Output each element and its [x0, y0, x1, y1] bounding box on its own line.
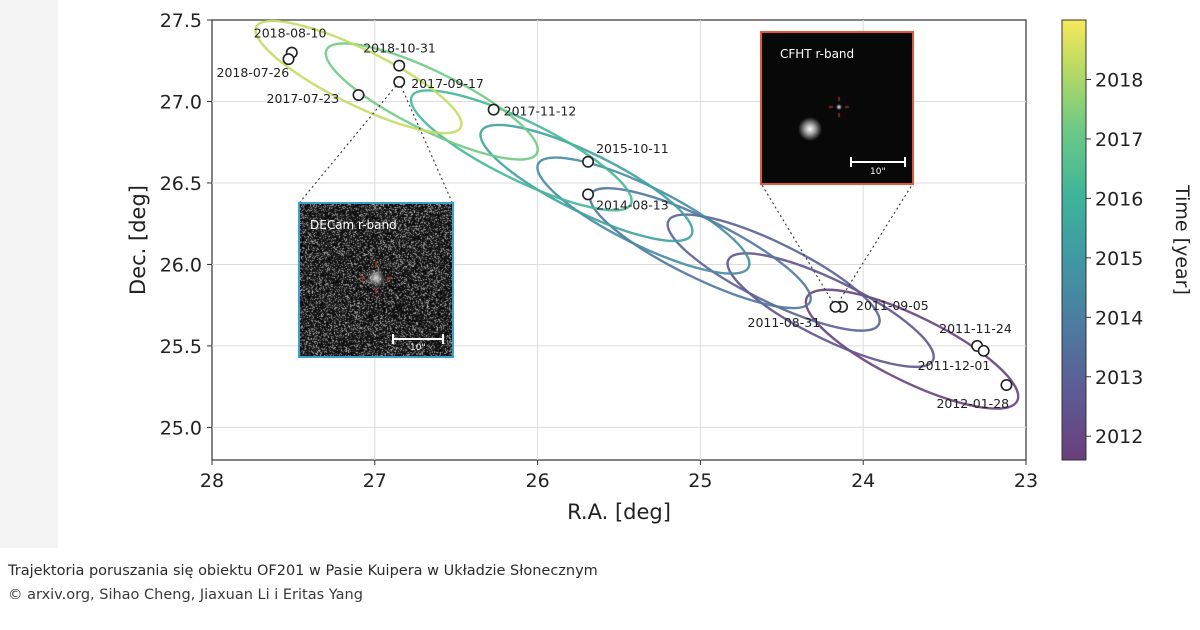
- trajectory-loops: [254, 19, 1020, 410]
- observation-marker: [282, 53, 295, 66]
- inset-cfht-scale-label: 10": [870, 167, 886, 177]
- inset-leader-lines: [299, 81, 913, 308]
- observation-date-label: 2018-10-31: [363, 41, 436, 56]
- inset-decam-scale-label: 10": [410, 343, 426, 353]
- x-tick-label: 28: [200, 470, 224, 492]
- observation-marker: [393, 75, 406, 88]
- x-axis-label: R.A. [deg]: [567, 500, 671, 524]
- figure-left-shade: [0, 0, 58, 548]
- colorbar-tick-label: 2016: [1095, 188, 1143, 210]
- observation-date-label: 2011-08-31: [748, 315, 821, 330]
- colorbar-tick-label: 2013: [1095, 367, 1143, 389]
- inset-decam-scalebar-tick-right: [442, 334, 444, 344]
- leader-line-cfht-left: [761, 184, 836, 308]
- trajectory-loop: [666, 213, 881, 332]
- figure-credit: © arxiv.org, Sihao Cheng, Jiaxuan Li i E…: [8, 587, 363, 603]
- y-axis-label: Dec. [deg]: [126, 185, 150, 295]
- y-tick-label: 27.0: [160, 91, 202, 113]
- inset-cfht-title: CFHT r-band: [780, 47, 855, 61]
- trajectory-loop: [409, 89, 633, 212]
- y-tick-label: 25.5: [160, 336, 202, 358]
- y-tick-label: 27.5: [160, 10, 202, 32]
- decam-image: [300, 204, 452, 356]
- observation-marker: [487, 103, 500, 116]
- inset-decam-scalebar-tick-left: [392, 334, 394, 344]
- colorbar-tick-label: 2014: [1095, 307, 1143, 329]
- observation-date-label: 2018-07-26: [217, 65, 290, 80]
- colorbar-tick-label: 2017: [1095, 129, 1143, 151]
- inset-cfht-scalebar-tick-right: [904, 157, 906, 167]
- x-tick-label: 23: [1014, 470, 1038, 492]
- x-tick-label: 24: [851, 470, 875, 492]
- observation-date-label: 2015-10-11: [596, 141, 669, 156]
- colorbar-tick-label: 2018: [1095, 69, 1143, 91]
- observation-date-label: 2012-01-28: [936, 396, 1009, 411]
- colorbar-label: Time [year]: [1171, 184, 1193, 295]
- y-tick-label: 25.0: [160, 417, 202, 439]
- x-axis-ticks: 28 27 26 25 24 23: [200, 460, 1038, 492]
- leader-line-decam-right: [398, 81, 453, 203]
- colorbar-ticks: 2012 2013 2014 2015 2016 2017 2018: [1086, 69, 1143, 448]
- observation-date-label: 2017-11-12: [504, 104, 577, 119]
- trajectory-loop: [254, 19, 463, 135]
- colorbar: [1061, 19, 1087, 461]
- cfht-image: [762, 33, 912, 183]
- observation-marker: [1000, 379, 1013, 392]
- observation-date-label: 2011-11-24: [939, 321, 1012, 336]
- figure-panel: 2018-08-10 2018-07-26 2018-10-31 2017-09-17…: [0, 0, 1193, 548]
- y-axis-ticks: 25.0 25.5 26.0 26.5 27.0 27.5: [160, 10, 212, 439]
- inset-cfht: CFHT r-band 10": [760, 31, 914, 185]
- inset-decam: DECam r-band 10": [298, 202, 454, 358]
- y-tick-label: 26.0: [160, 254, 202, 276]
- y-tick-label: 26.5: [160, 173, 202, 195]
- observation-marker: [582, 188, 595, 201]
- observation-points: 2018-08-10 2018-07-26 2018-10-31 2017-09-17…: [217, 26, 1013, 411]
- inset-decam-title: DECam r-band: [310, 218, 397, 232]
- observation-marker: [582, 155, 595, 168]
- colorbar-tick-label: 2012: [1095, 426, 1143, 448]
- figure-caption: Trajektoria poruszania się obiektu OF201…: [8, 563, 598, 579]
- x-tick-label: 27: [363, 470, 387, 492]
- trajectory-loop: [726, 252, 935, 369]
- observation-date-label: 2011-12-01: [918, 358, 991, 373]
- trajectory-loop: [804, 288, 1020, 410]
- observation-date-label: 2011-09-05: [856, 298, 929, 313]
- x-tick-label: 25: [688, 470, 712, 492]
- leader-line-cfht-right: [835, 184, 913, 308]
- trajectory-loop: [479, 123, 694, 243]
- x-tick-label: 26: [526, 470, 550, 492]
- observation-date-label: 2014-08-13: [596, 197, 669, 212]
- observation-marker: [352, 88, 365, 101]
- colorbar-tick-label: 2015: [1095, 248, 1143, 270]
- inset-cfht-scalebar: [850, 161, 906, 163]
- observation-date-label: 2017-09-17: [411, 76, 484, 91]
- trajectory-chart: 2018-08-10 2018-07-26 2018-10-31 2017-09-17…: [126, 10, 1193, 524]
- inset-decam-scalebar: [392, 338, 444, 340]
- observation-date-label: 2018-08-10: [254, 26, 327, 41]
- inset-cfht-scalebar-tick-left: [850, 157, 852, 167]
- observation-marker: [977, 344, 990, 357]
- leader-line-decam-left: [299, 81, 400, 203]
- trajectory-loop: [324, 42, 539, 161]
- observation-date-label: 2017-07-23: [267, 91, 340, 106]
- observation-marker: [393, 59, 406, 72]
- observation-marker: [829, 300, 842, 313]
